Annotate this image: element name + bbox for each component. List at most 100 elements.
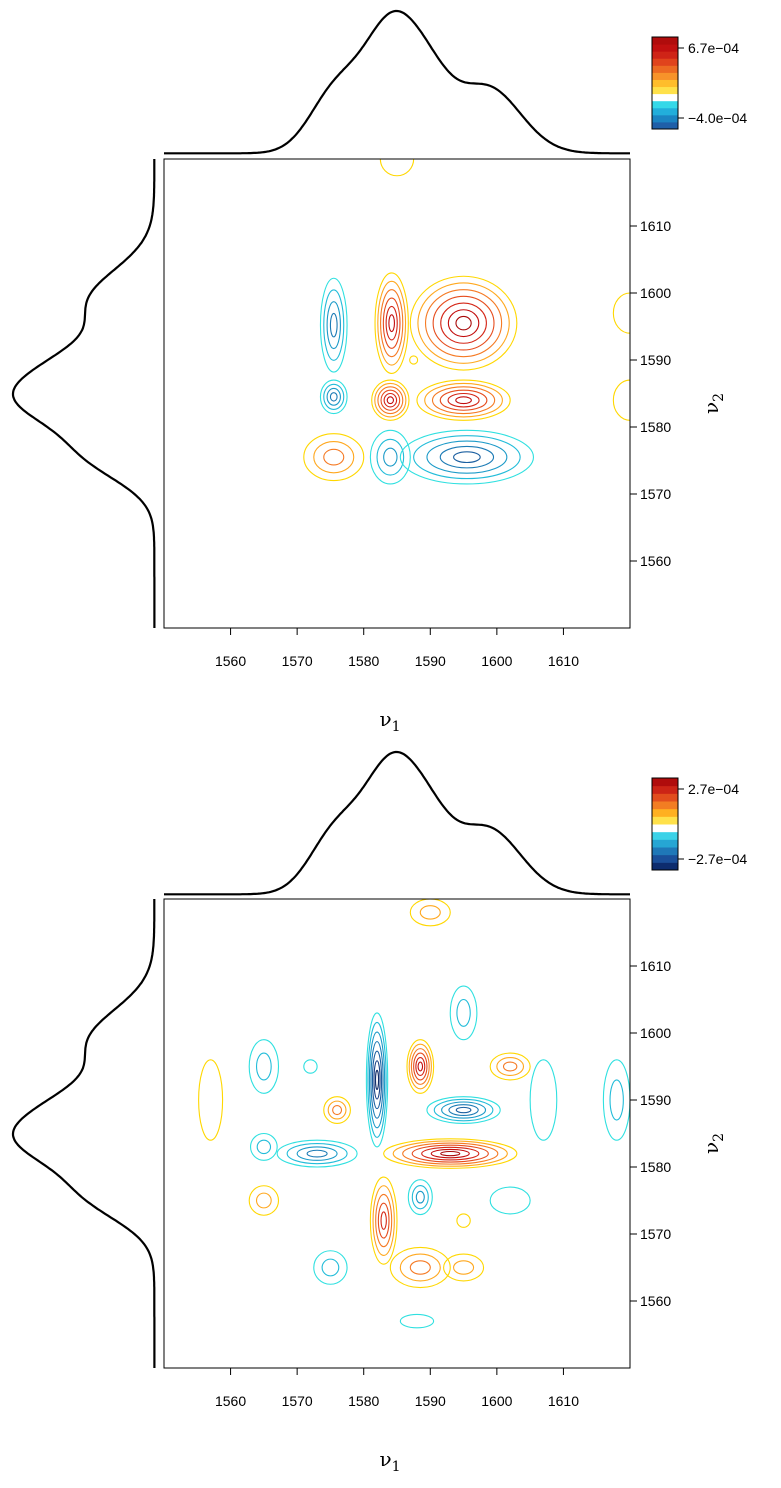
colorbar-swatch xyxy=(652,107,678,116)
y-axis-label-symbol: ν xyxy=(699,1142,723,1154)
contour-neg-3-1 xyxy=(411,1184,429,1210)
contour-neg-1-3 xyxy=(306,1149,328,1158)
contour-pos-6-1 xyxy=(313,440,355,474)
y-tick-label: 1610 xyxy=(640,958,671,974)
contour-neg-21-0 xyxy=(303,1059,318,1074)
contour-neg-19-1 xyxy=(609,1079,624,1121)
contour-neg-0-6 xyxy=(374,1069,380,1091)
contour-pos-4-4 xyxy=(415,1057,426,1076)
contour-pos-3-1 xyxy=(417,282,510,364)
contour-neg-10-1 xyxy=(256,1139,272,1155)
x-tick-label: 1590 xyxy=(415,1393,446,1409)
contour-pos-4-2 xyxy=(377,386,404,415)
contour-neg-2-3 xyxy=(448,1104,479,1116)
contour-neg-7-2 xyxy=(383,447,398,467)
contour-pos-23-0 xyxy=(409,899,451,927)
colorbar-swatch xyxy=(652,785,678,794)
contour-pos-23-1 xyxy=(419,905,441,920)
contour-pos-4-2 xyxy=(410,1048,430,1085)
x-tick-label: 1570 xyxy=(282,653,313,669)
contour-pos-6-0 xyxy=(369,1176,398,1265)
contour-neg-1-1 xyxy=(286,1142,348,1165)
contour-neg-11-1 xyxy=(456,998,471,1027)
y-axis-label-symbol: ν xyxy=(699,402,723,414)
left-spectrum-line xyxy=(11,899,156,1368)
x-tick-label: 1570 xyxy=(282,1393,313,1409)
colorbar-swatch xyxy=(652,793,678,802)
colorbar-frame xyxy=(651,36,679,130)
contour-neg-0-0 xyxy=(319,277,348,373)
contour-pos-10-0 xyxy=(379,159,415,177)
colorbar-swatch xyxy=(652,778,678,787)
contour-pos-15-0 xyxy=(443,1253,485,1282)
contour-pos-2-4 xyxy=(385,305,398,341)
contour-pos-8-1 xyxy=(496,1057,525,1076)
contour-neg-1-0 xyxy=(319,379,348,415)
contour-pos-4-1 xyxy=(408,1043,432,1090)
contour-neg-1-2 xyxy=(296,1146,338,1161)
contour-pos-4-5 xyxy=(386,396,394,405)
contour-pos-4-3 xyxy=(380,389,401,411)
contour-pos-6-1 xyxy=(372,1185,395,1256)
contour-neg-9-1 xyxy=(255,1052,272,1081)
contour-pos-15-1 xyxy=(453,1260,475,1275)
y-tick-label: 1580 xyxy=(640,1159,671,1175)
y-axis-label-sub: 2 xyxy=(711,1133,727,1142)
contour-neg-8-4 xyxy=(453,451,481,464)
y-tick-label: 1580 xyxy=(640,419,671,435)
contour-pos-2-5 xyxy=(388,314,395,333)
colorbar: 2.7e−04 −2.7e−04 xyxy=(651,777,747,871)
contour-pos-14-2 xyxy=(409,1260,431,1275)
colorbar-swatch xyxy=(652,72,678,80)
contour-pos-14-1 xyxy=(399,1253,441,1282)
y-axis-label-sub: 2 xyxy=(711,393,727,402)
contour-neg-0-1 xyxy=(367,1021,387,1138)
colorbar-max-label: 6.7e−04 xyxy=(688,40,739,56)
y-tick-label: 1560 xyxy=(640,553,671,569)
y-axis-label: ν2 xyxy=(699,1133,727,1154)
contour-neg-22-0 xyxy=(399,1313,435,1329)
contour-neg-0-3 xyxy=(370,1041,384,1119)
contour-neg-2-1 xyxy=(433,1098,494,1122)
contour-pos-14-0 xyxy=(389,1246,451,1289)
contour-pos-5-5 xyxy=(430,1148,470,1159)
colorbar-swatch xyxy=(652,86,678,95)
contour-neg-12-0 xyxy=(313,1250,348,1285)
contour-pos-5-1 xyxy=(392,1140,508,1167)
contour-neg-3-2 xyxy=(415,1190,425,1204)
colorbar-max-label: 2.7e−04 xyxy=(688,781,739,797)
colorbar-swatch xyxy=(652,854,678,863)
contour-pos-5-2 xyxy=(431,386,496,415)
colorbar-swatch xyxy=(652,44,678,52)
contour-neg-1-3 xyxy=(329,392,338,402)
colorbar-min-label: −2.7e−04 xyxy=(688,851,747,867)
contour-pos-5-6 xyxy=(440,1150,461,1157)
contour-pos-6-0 xyxy=(303,433,365,482)
chart-panel-2: 1560 1570 1580 1590 1600 1610 1560 1570 1580 1590… xyxy=(11,750,747,1475)
contour-pos-9-0 xyxy=(409,355,419,365)
y-axis-label: ν2 xyxy=(699,393,727,414)
contour-neg-11-0 xyxy=(449,985,478,1041)
contour-pos-5-3 xyxy=(439,389,488,411)
colorbar-min-label: −4.0e−04 xyxy=(688,110,747,126)
contour-pos-3-6 xyxy=(455,315,472,331)
x-axis-label: ν1 xyxy=(379,707,400,735)
contour-pos-5-0 xyxy=(416,379,511,421)
contour-pos-6-4 xyxy=(380,1211,387,1230)
contour-neg-2-4 xyxy=(455,1106,472,1114)
contour-neg-8-3 xyxy=(439,445,495,469)
colorbar-frame xyxy=(651,777,679,871)
contour-neg-19-0 xyxy=(602,1059,630,1141)
contour-pos-5-5 xyxy=(455,396,472,405)
contour-pos-16-0 xyxy=(248,1185,280,1216)
contour-pos-2-2 xyxy=(380,289,404,358)
x-tick-label: 1580 xyxy=(348,1393,379,1409)
contour-neg-10-0 xyxy=(249,1132,278,1161)
x-axis-label: ν1 xyxy=(379,1447,400,1475)
contour-pos-3-3 xyxy=(432,295,495,351)
contour-pos-5-4 xyxy=(447,392,480,408)
contour-pos-5-2 xyxy=(402,1142,499,1165)
contour-pos-4-0 xyxy=(371,379,410,421)
plot-frame xyxy=(163,158,631,629)
